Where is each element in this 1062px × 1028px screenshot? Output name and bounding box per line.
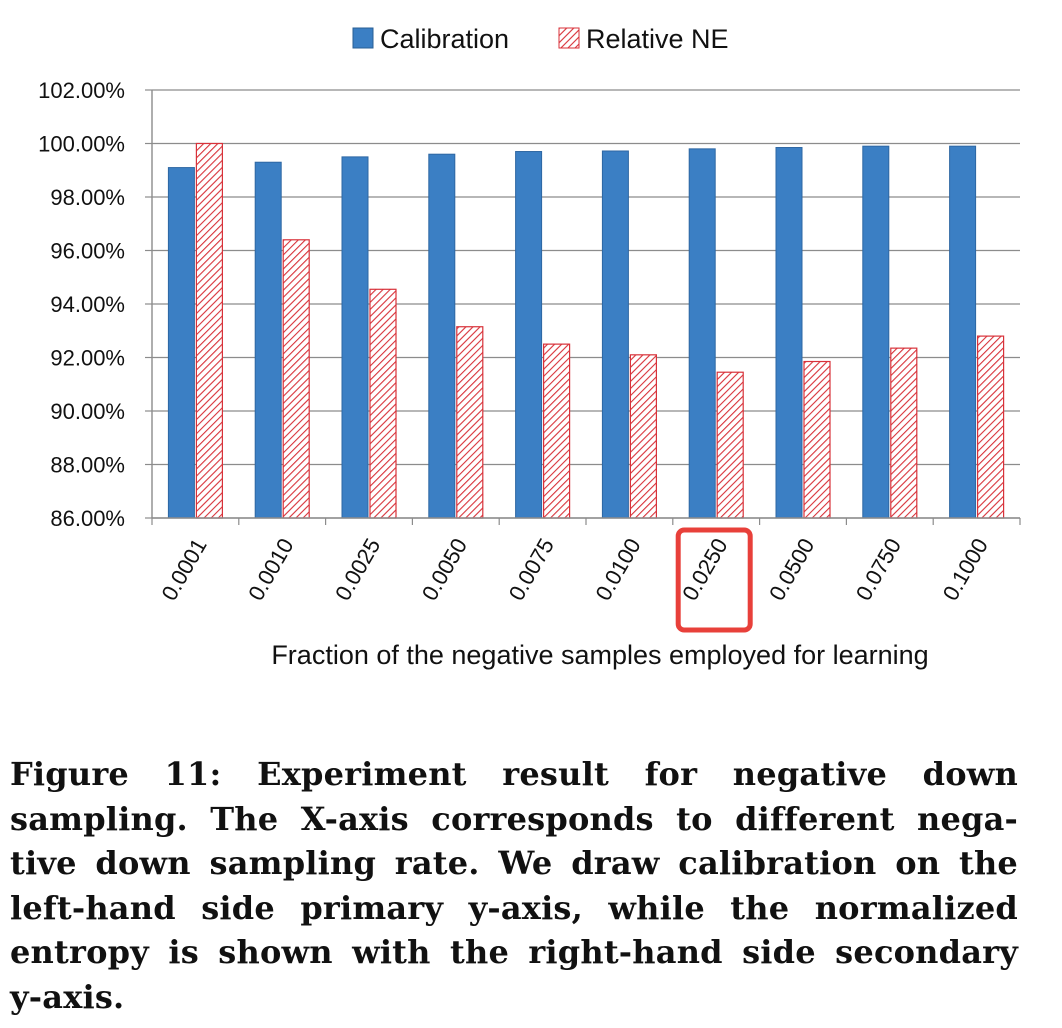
- highlight-box: [675, 527, 753, 633]
- caption-line: Figure 11: Experiment result for negativ…: [10, 755, 1018, 793]
- bars: [167, 142, 1005, 519]
- x-axis-label: Fraction of the negative samples employe…: [271, 640, 928, 670]
- legend-swatch-relative-ne: [558, 27, 580, 49]
- legend-label-calibration: Calibration: [380, 24, 509, 54]
- bar-relative-ne: [716, 371, 744, 519]
- y-tick-label: 94.00%: [50, 292, 125, 317]
- y-axis-tick-labels: 102.00% 100.00% 98.00% 96.00% 94.00% 92.00% 90…: [38, 78, 125, 531]
- x-tick-label: 0.0075: [504, 534, 559, 605]
- x-tick-label: 0.0001: [156, 534, 211, 605]
- bar-calibration: [167, 167, 195, 519]
- bar-calibration: [949, 145, 977, 519]
- bar-relative-ne: [890, 347, 918, 519]
- bar-calibration: [341, 156, 369, 519]
- x-tick-label: 0.0500: [764, 534, 819, 605]
- legend-label-relative-ne: Relative NE: [586, 24, 729, 54]
- bar-calibration: [254, 161, 282, 519]
- y-tick-label: 96.00%: [50, 239, 125, 264]
- axes: [151, 90, 1021, 525]
- x-tick-label: 0.0050: [417, 534, 472, 605]
- x-tick-label: 0.0025: [330, 534, 385, 605]
- y-tick-label: 98.00%: [50, 185, 125, 210]
- caption-line: sampling. The X-axis corresponds to diff…: [10, 799, 1018, 838]
- bar-chart: Calibration Relative NE 102.00% 100.00% 98…: [38, 24, 1021, 670]
- bar-relative-ne: [629, 354, 658, 519]
- x-axis-tick-labels: 0.0001 0.0010 0.0025 0.0050 0.0075 0.0100 0.02…: [156, 527, 993, 633]
- bar-calibration: [862, 145, 890, 519]
- bar-calibration: [515, 151, 543, 519]
- y-tick-label: 88.00%: [50, 453, 125, 478]
- caption-line: left-hand side primary y-axis, while the…: [10, 888, 1018, 927]
- caption-line: y-axis.: [10, 977, 125, 1016]
- figure-caption: Figure 11: Experiment result for negativ…: [10, 752, 1018, 1019]
- bar-relative-ne: [976, 335, 1005, 519]
- y-tick-label: 100.00%: [38, 132, 125, 157]
- x-tick-label: 0.0250: [677, 534, 732, 605]
- y-tick-label: 102.00%: [38, 78, 125, 103]
- bar-calibration: [601, 150, 629, 519]
- bar-relative-ne: [542, 343, 571, 519]
- bar-relative-ne: [456, 326, 484, 519]
- bar-calibration: [688, 148, 716, 519]
- y-tick-label: 92.00%: [50, 346, 125, 371]
- legend: Calibration Relative NE: [352, 24, 729, 54]
- x-tick-label: 0.0010: [243, 534, 298, 605]
- y-tick-label: 90.00%: [50, 399, 125, 424]
- y-tick-label: 86.00%: [50, 506, 125, 531]
- bar-relative-ne: [195, 142, 223, 519]
- legend-swatch-calibration: [352, 27, 374, 49]
- caption-line: entropy is shown with the right-hand sid…: [10, 933, 1018, 971]
- bar-relative-ne: [803, 360, 831, 519]
- bar-relative-ne: [369, 288, 397, 519]
- bar-calibration: [428, 153, 456, 519]
- x-tick-label: 0.0750: [851, 534, 906, 605]
- x-tick-label: 0.1000: [938, 534, 993, 605]
- bar-relative-ne: [282, 239, 310, 519]
- bar-calibration: [775, 147, 803, 519]
- caption-line: tive down sampling rate. We draw calibra…: [10, 844, 1018, 882]
- x-tick-label: 0.0100: [590, 534, 645, 605]
